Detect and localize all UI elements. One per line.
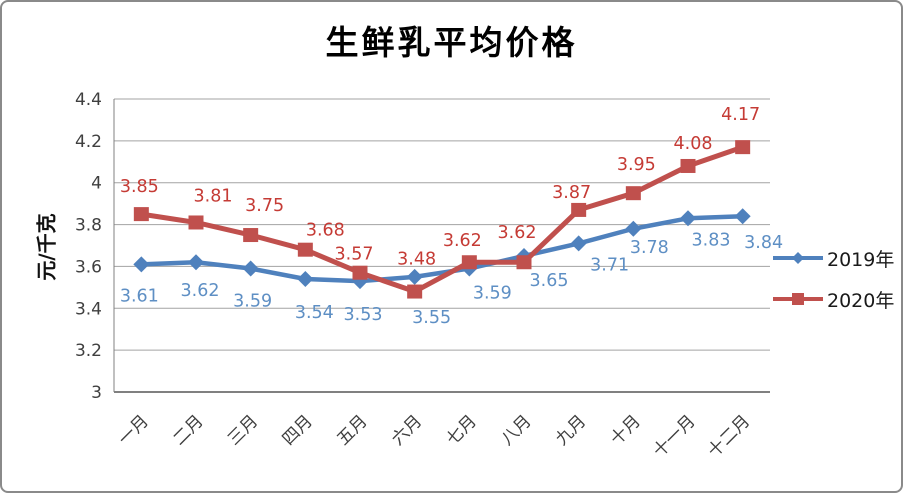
x-tick-label: 二月 bbox=[169, 411, 207, 449]
legend: 2019年 2020年 bbox=[772, 246, 895, 312]
data-point-diamond bbox=[625, 220, 642, 237]
x-tick-label: 一月 bbox=[115, 411, 153, 449]
legend-square-marker-icon bbox=[773, 293, 823, 305]
legend-item-2020年: 2020年 bbox=[772, 287, 895, 312]
data-label: 3.83 bbox=[692, 230, 731, 250]
data-point-diamond bbox=[570, 235, 587, 252]
legend-diamond-marker-icon bbox=[773, 252, 823, 264]
data-point-square bbox=[243, 228, 259, 243]
data-point-square bbox=[680, 158, 696, 173]
data-label: 3.62 bbox=[498, 223, 537, 243]
legend-label: 2019年 bbox=[827, 248, 895, 271]
data-label: 3.87 bbox=[552, 183, 591, 203]
data-point-square bbox=[407, 284, 423, 299]
data-label: 3.95 bbox=[617, 155, 656, 175]
data-point-square bbox=[461, 255, 477, 270]
data-point-diamond bbox=[133, 256, 150, 273]
data-label: 3.61 bbox=[120, 286, 159, 306]
x-tick-label: 七月 bbox=[443, 411, 481, 449]
y-tick-label: 4 bbox=[91, 174, 102, 194]
y-tick-label: 3 bbox=[91, 383, 102, 403]
data-label: 3.84 bbox=[744, 233, 783, 253]
y-tick-label: 3.4 bbox=[75, 299, 102, 319]
data-label: 3.57 bbox=[335, 245, 374, 265]
data-label: 3.48 bbox=[397, 250, 436, 270]
data-point-square bbox=[297, 242, 313, 257]
data-point-square bbox=[188, 215, 204, 230]
x-tick-label: 十月 bbox=[607, 411, 645, 449]
data-label: 3.81 bbox=[194, 186, 233, 206]
x-tick-label: 四月 bbox=[279, 411, 317, 449]
data-label: 3.55 bbox=[412, 308, 451, 328]
data-label: 3.59 bbox=[473, 284, 512, 304]
data-label: 4.17 bbox=[721, 105, 760, 125]
data-label: 3.62 bbox=[181, 281, 220, 301]
data-label: 3.65 bbox=[530, 271, 569, 291]
x-tick-label: 五月 bbox=[333, 411, 371, 449]
x-tick-label: 三月 bbox=[224, 411, 262, 449]
data-point-square bbox=[352, 265, 368, 280]
series-line-2019年 bbox=[139, 213, 745, 284]
y-tick-label: 3.8 bbox=[75, 216, 102, 236]
data-label: 3.59 bbox=[233, 292, 272, 312]
data-label: 3.85 bbox=[120, 177, 159, 197]
x-tick-label: 八月 bbox=[497, 411, 535, 449]
data-point-diamond bbox=[297, 270, 314, 287]
data-point-square bbox=[133, 207, 149, 222]
data-point-square bbox=[625, 186, 641, 201]
data-point-square bbox=[516, 255, 532, 270]
data-label: 3.54 bbox=[295, 303, 334, 323]
x-tick-label: 十二月 bbox=[704, 411, 754, 461]
x-tick-label: 六月 bbox=[388, 411, 426, 449]
data-label: 3.62 bbox=[443, 231, 482, 251]
data-label: 4.08 bbox=[674, 134, 713, 154]
data-label: 3.53 bbox=[344, 305, 383, 325]
data-point-diamond bbox=[406, 268, 423, 285]
y-tick-label: 3.6 bbox=[75, 257, 102, 277]
data-label: 3.78 bbox=[630, 238, 669, 258]
data-label: 3.68 bbox=[306, 221, 345, 241]
x-tick-label: 十一月 bbox=[649, 411, 699, 461]
data-label: 3.75 bbox=[245, 196, 284, 216]
legend-label: 2020年 bbox=[827, 289, 895, 312]
data-point-diamond bbox=[680, 210, 696, 227]
chart-title: 生鲜乳平均价格 bbox=[325, 23, 578, 62]
y-tick-label: 4.2 bbox=[75, 132, 102, 152]
x-tick-label: 九月 bbox=[552, 411, 590, 449]
data-point-diamond bbox=[734, 208, 751, 225]
legend-item-2019年: 2019年 bbox=[772, 246, 895, 271]
data-point-diamond bbox=[188, 254, 204, 271]
y-tick-label: 4.4 bbox=[75, 90, 102, 110]
y-tick-label: 3.2 bbox=[75, 341, 102, 361]
data-label: 3.71 bbox=[590, 255, 629, 275]
data-point-diamond bbox=[242, 260, 259, 277]
data-point-square bbox=[571, 202, 587, 217]
data-point-square bbox=[735, 140, 751, 155]
series-line-2020年 bbox=[138, 144, 746, 295]
